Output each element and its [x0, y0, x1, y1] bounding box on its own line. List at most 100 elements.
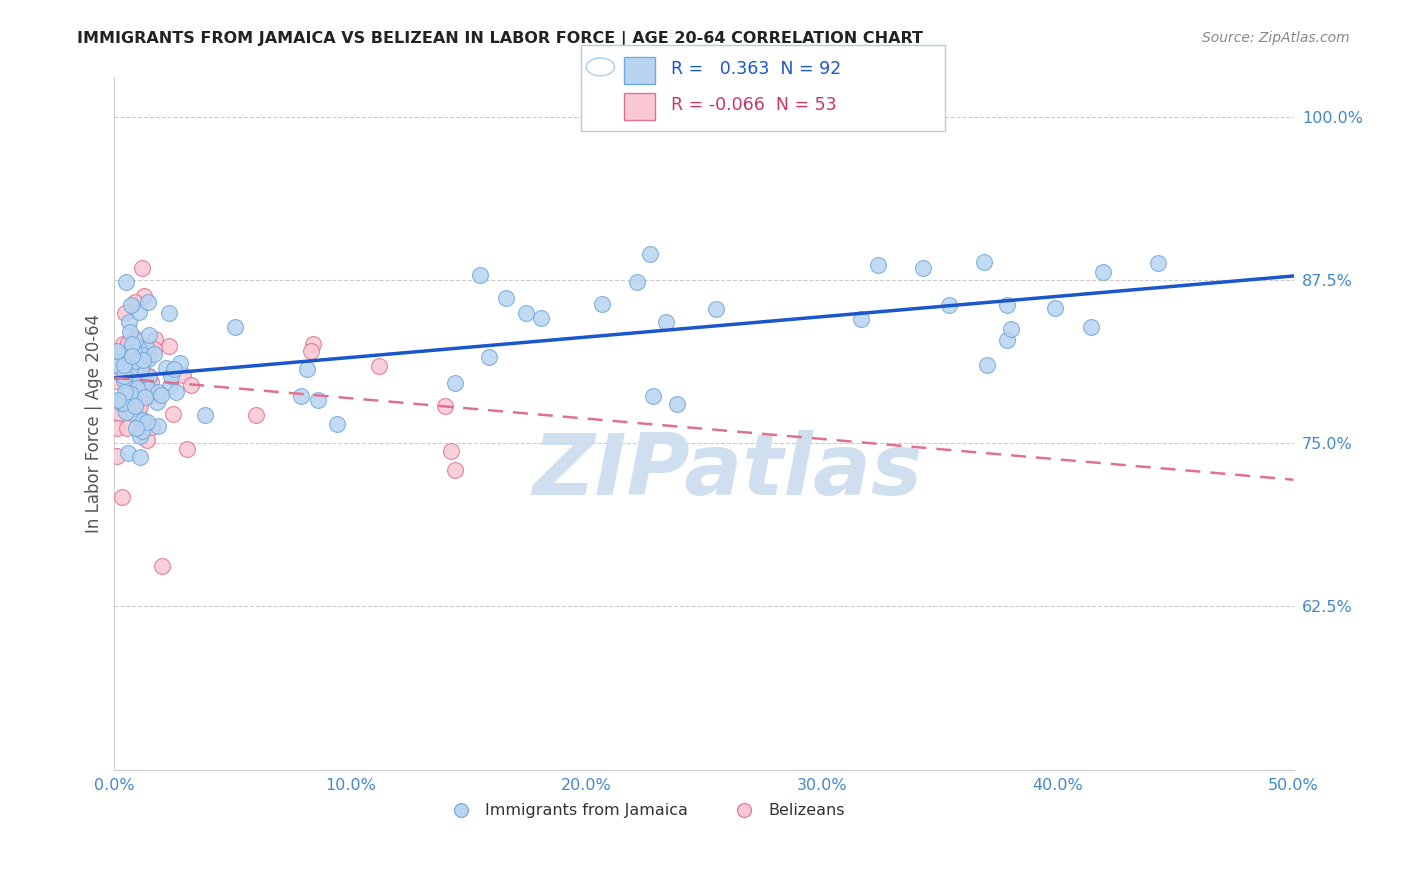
- Point: [128, 392, 150, 406]
- Point: [1092, 265, 1115, 279]
- Text: R = -0.066  N = 53: R = -0.066 N = 53: [671, 96, 837, 114]
- Point: [152, 559, 174, 574]
- Point: [105, 344, 128, 359]
- Point: [121, 336, 143, 351]
- Point: [124, 294, 146, 309]
- Point: [114, 305, 136, 319]
- Point: [976, 358, 998, 372]
- Point: [149, 388, 172, 402]
- Point: [290, 389, 312, 403]
- Point: [655, 315, 678, 329]
- Point: [127, 383, 149, 397]
- Point: [129, 362, 152, 376]
- Point: [849, 311, 872, 326]
- Point: [107, 355, 129, 369]
- Point: [127, 352, 149, 367]
- Point: [114, 405, 136, 419]
- Point: [194, 408, 217, 422]
- Point: [105, 374, 128, 388]
- Point: [131, 424, 153, 438]
- Point: [132, 289, 155, 303]
- Point: [1080, 320, 1102, 334]
- Point: [1147, 256, 1170, 270]
- Point: [172, 368, 194, 383]
- Point: [1043, 301, 1066, 315]
- Point: [115, 421, 138, 435]
- Point: [122, 405, 145, 419]
- Point: [434, 399, 457, 413]
- Point: [112, 369, 135, 384]
- Point: [114, 385, 136, 400]
- Point: [118, 368, 141, 382]
- Point: [159, 378, 181, 392]
- Point: [111, 490, 134, 504]
- Point: [160, 369, 183, 384]
- Y-axis label: In Labor Force | Age 20-64: In Labor Force | Age 20-64: [86, 314, 103, 533]
- Point: [136, 382, 159, 396]
- Point: [157, 339, 180, 353]
- Point: [121, 349, 143, 363]
- Point: [138, 370, 160, 384]
- Point: [131, 340, 153, 354]
- Point: [122, 389, 145, 403]
- Point: [118, 382, 141, 396]
- Point: [478, 350, 501, 364]
- Point: [444, 376, 467, 390]
- Point: [127, 341, 149, 355]
- Point: [307, 392, 329, 407]
- Point: [134, 372, 156, 386]
- Point: [973, 254, 995, 268]
- Text: IMMIGRANTS FROM JAMAICA VS BELIZEAN IN LABOR FORCE | AGE 20-64 CORRELATION CHART: IMMIGRANTS FROM JAMAICA VS BELIZEAN IN L…: [77, 31, 924, 47]
- Point: [114, 355, 136, 369]
- Point: [135, 340, 157, 354]
- Point: [142, 347, 165, 361]
- Point: [124, 333, 146, 347]
- Point: [176, 442, 198, 457]
- Point: [938, 298, 960, 312]
- Point: [120, 326, 142, 340]
- Point: [641, 388, 664, 402]
- Point: [157, 306, 180, 320]
- Point: [299, 344, 322, 359]
- Point: [180, 378, 202, 392]
- Point: [117, 446, 139, 460]
- Point: [704, 301, 727, 316]
- Point: [129, 399, 152, 413]
- Point: [495, 292, 517, 306]
- Point: [112, 347, 135, 361]
- Point: [132, 352, 155, 367]
- Point: [129, 429, 152, 443]
- Point: [146, 395, 169, 409]
- Point: [115, 385, 138, 400]
- Point: [127, 381, 149, 395]
- Point: [138, 369, 160, 384]
- Point: [112, 373, 135, 387]
- Point: [127, 369, 149, 384]
- Point: [165, 384, 187, 399]
- Point: [440, 444, 463, 458]
- Point: [163, 362, 186, 376]
- Point: [125, 421, 148, 435]
- Point: [529, 310, 551, 325]
- Point: [138, 327, 160, 342]
- Point: [470, 268, 492, 282]
- Point: [134, 390, 156, 404]
- Point: [111, 398, 134, 412]
- Point: [120, 361, 142, 376]
- Point: [136, 294, 159, 309]
- Point: [124, 354, 146, 368]
- Text: ZIPatlas: ZIPatlas: [533, 431, 922, 514]
- Point: [135, 433, 157, 447]
- Point: [105, 370, 128, 384]
- Point: [124, 399, 146, 413]
- Point: [120, 298, 142, 312]
- Point: [138, 351, 160, 366]
- Point: [131, 420, 153, 434]
- Point: [141, 420, 163, 434]
- Point: [666, 397, 689, 411]
- Point: [127, 402, 149, 417]
- Point: [326, 417, 349, 431]
- Point: [626, 275, 648, 289]
- Legend: Immigrants from Jamaica, Belizeans: Immigrants from Jamaica, Belizeans: [439, 797, 851, 824]
- Text: R =   0.363  N = 92: R = 0.363 N = 92: [671, 61, 841, 78]
